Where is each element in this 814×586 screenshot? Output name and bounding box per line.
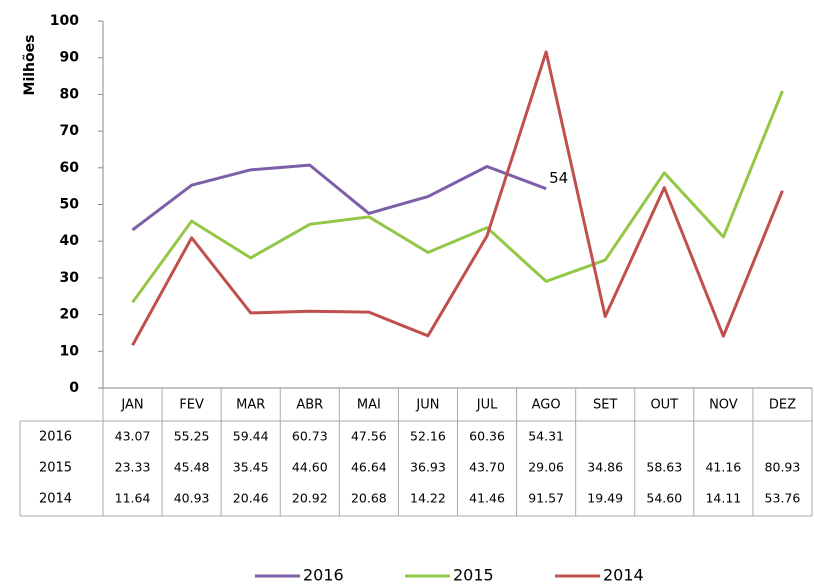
series-line — [131, 163, 547, 232]
legend-label: 2016 — [303, 566, 344, 585]
table-cell: 20.92 — [292, 491, 328, 506]
x-tick-label: NOV — [709, 398, 738, 413]
table-row-label: 2016 — [39, 430, 72, 445]
table-cell: 52.16 — [410, 429, 446, 444]
table-cell: 23.33 — [115, 460, 151, 475]
table-cell: 60.36 — [469, 429, 505, 444]
x-tick-label: MAI — [357, 398, 381, 413]
table-cell: 43.70 — [469, 460, 505, 475]
x-tick-label: JAN — [120, 398, 143, 413]
legend-label: 2014 — [603, 566, 644, 585]
y-tick-label: 50 — [60, 197, 80, 213]
table-cell: 29.06 — [528, 460, 564, 475]
table-cell: 58.63 — [646, 460, 682, 475]
legend-label: 2015 — [453, 566, 494, 585]
y-tick-label: 30 — [60, 270, 80, 286]
table-cell: 47.56 — [351, 429, 387, 444]
table-cell: 46.64 — [351, 460, 387, 475]
x-tick-label: DEZ — [769, 398, 796, 413]
table-cell: 14.11 — [705, 491, 741, 506]
table-cell: 59.44 — [233, 429, 269, 444]
table-cell: 55.25 — [174, 429, 210, 444]
x-tick-label: OUT — [650, 398, 678, 413]
x-tick-label: SET — [593, 398, 617, 413]
table-cell: 53.76 — [765, 491, 801, 506]
table-cell: 41.46 — [469, 491, 505, 506]
y-tick-label: 20 — [60, 307, 80, 323]
table-cell: 41.16 — [705, 460, 741, 475]
y-tick-label: 100 — [50, 13, 79, 29]
data-label: 54 — [549, 169, 568, 187]
x-tick-label: JUL — [476, 398, 498, 413]
x-tick-label: JUN — [415, 398, 439, 413]
table-cell: 11.64 — [115, 491, 151, 506]
table-cell: 91.57 — [528, 491, 564, 506]
y-tick-label: 60 — [60, 160, 80, 176]
table-cell: 36.93 — [410, 460, 446, 475]
table-cell: 54.60 — [646, 491, 682, 506]
x-tick-label: FEV — [179, 398, 204, 413]
series-line — [131, 50, 784, 347]
table-row-label: 2014 — [39, 492, 72, 507]
table-cell: 44.60 — [292, 460, 328, 475]
y-tick-label: 90 — [60, 50, 80, 66]
y-tick-label: 0 — [69, 380, 79, 396]
table-cell: 43.07 — [115, 429, 151, 444]
series-line — [131, 90, 784, 304]
table-cell: 45.48 — [174, 460, 210, 475]
y-axis-label: Milhões — [22, 35, 38, 96]
table-cell: 20.68 — [351, 491, 387, 506]
table-cell: 60.73 — [292, 429, 328, 444]
table-cell: 40.93 — [174, 491, 210, 506]
table-cell: 34.86 — [587, 460, 623, 475]
table-cell: 35.45 — [233, 460, 269, 475]
table-cell: 14.22 — [410, 491, 446, 506]
y-tick-label: 80 — [60, 86, 80, 102]
x-tick-label: MAR — [236, 398, 265, 413]
table-cell: 54.31 — [528, 429, 564, 444]
y-tick-label: 70 — [60, 123, 80, 139]
x-tick-label: ABR — [296, 398, 323, 413]
table-cell: 19.49 — [587, 491, 623, 506]
y-tick-label: 10 — [60, 343, 80, 359]
table-cell: 80.93 — [765, 460, 801, 475]
table-cell: 20.46 — [233, 491, 269, 506]
y-tick-label: 40 — [60, 233, 80, 249]
table-row-label: 2015 — [39, 461, 72, 476]
x-tick-label: AGO — [532, 398, 561, 413]
